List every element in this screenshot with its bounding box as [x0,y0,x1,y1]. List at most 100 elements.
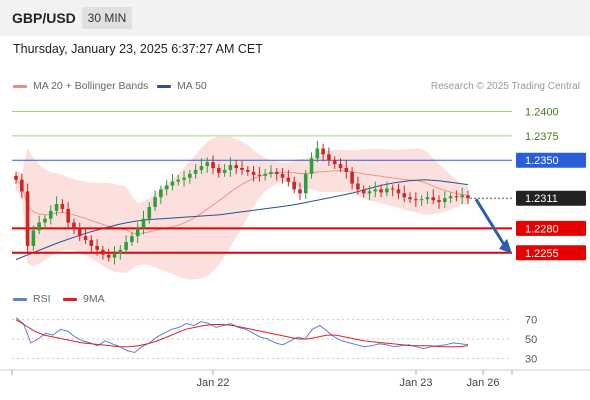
candle-body [367,191,372,194]
candle-body [234,165,239,168]
candle [286,169,291,187]
candle-body [419,199,424,201]
candle [321,143,325,162]
candle [361,185,366,198]
candle [292,176,296,194]
candle [153,190,157,211]
candle-body [205,162,210,167]
candle [48,205,53,225]
candle [25,183,30,252]
candle [222,164,227,177]
candle-body [83,236,88,241]
candle-body [89,240,94,246]
candle-body [95,245,99,250]
candle [454,190,459,202]
candle [31,225,36,251]
ma20-line [15,170,469,235]
candle-body [101,249,105,255]
forecast-arrow-line [474,198,508,249]
rsi-swatch [13,297,27,301]
candle [60,199,65,213]
rsi-tick-label: 30 [525,353,537,365]
level-label-bg [516,152,586,168]
candle-body [408,197,412,200]
candle [419,195,424,206]
candle [19,173,24,199]
rsi-tick-label: 50 [525,334,537,346]
candle-body [431,197,436,201]
candle [101,245,105,260]
candle [448,192,453,204]
candle-body [332,160,337,165]
candle [332,156,337,169]
candle-body [437,200,441,203]
timeframe-button[interactable]: 30 MIN [82,7,132,29]
candle [327,147,331,167]
candle-body [251,171,256,175]
candle-body [385,188,389,193]
legend-ma50-label: MA 50 [177,80,207,92]
candle [367,185,372,201]
candle [205,157,210,173]
credit-text: Research © 2025 Trading Central [430,81,580,92]
x-tick-label: Jan 23 [399,377,432,389]
candle-body [309,158,314,174]
candle [54,196,59,216]
candle [379,184,383,198]
candle-body [263,173,267,176]
candle [176,174,181,186]
candle-body [350,171,354,184]
candle [309,152,314,179]
legend-rsi-ma: 9MA [63,293,105,305]
candle [228,157,233,177]
legend-ma20-label: MA 20 + Bollinger Bands [33,80,149,92]
level-label: 1.2400 [525,106,559,118]
candle [77,222,82,242]
candle-body [164,185,169,190]
candle-body [379,189,383,193]
candle-body [460,195,465,198]
ma50-swatch [157,84,171,88]
candle [124,235,128,255]
candle-body [321,148,325,155]
candle-body [466,195,470,199]
candle [95,239,99,256]
candle-body [402,193,407,198]
candle [425,191,430,205]
legend-rsi-label: RSI [33,293,51,305]
candle-body [303,173,308,194]
candle [315,140,320,163]
candle [170,173,175,191]
candle [402,185,407,203]
candle [356,176,360,195]
candle [385,181,389,197]
candle-body [228,165,233,170]
candle-body [135,228,140,237]
candle [141,210,146,235]
candle-body [77,228,82,237]
rsi-ma-swatch [63,297,77,301]
candle-body [199,166,204,170]
candle-body [245,169,250,172]
candle [257,167,262,182]
candle-body [176,179,181,182]
candle [211,155,215,174]
candle [66,202,70,230]
candle-body [170,181,175,186]
candle-body [118,249,123,254]
legend-ma20: MA 20 + Bollinger Bands [13,80,148,92]
level-label: 1.2255 [525,248,559,260]
candle-body [48,210,53,219]
candles [14,140,470,265]
legend-ma50: MA 50 [157,80,207,92]
candle [89,235,94,253]
candle [193,164,198,179]
legend-rsi: RSI [13,293,51,305]
candle [390,184,395,197]
candle-body [269,171,273,174]
level-label: 1.2375 [525,131,559,143]
candle-body [448,196,453,199]
candle-body [159,189,163,198]
candle [263,168,267,181]
